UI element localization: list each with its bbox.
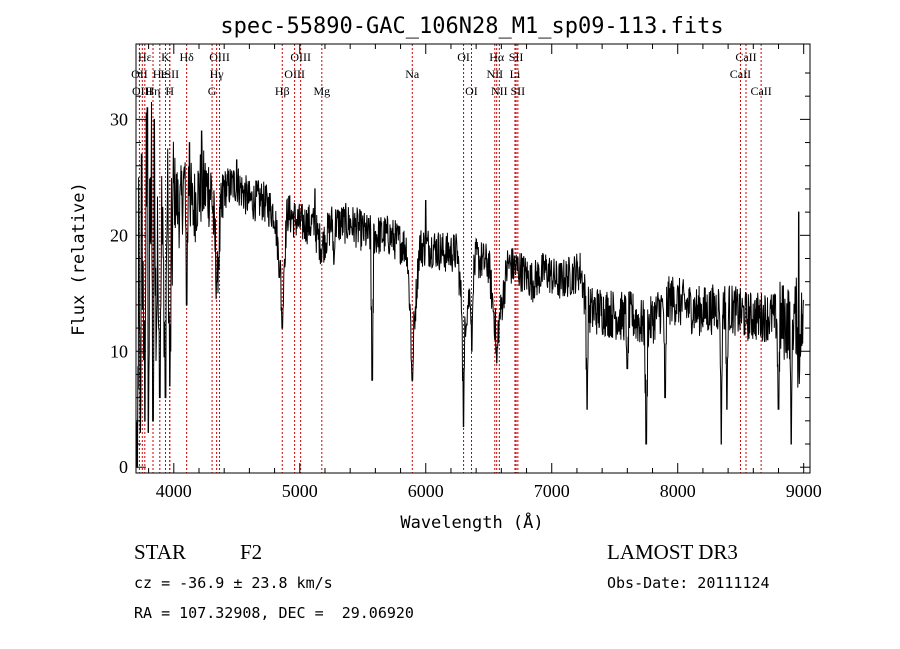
- line-label: OIII: [290, 50, 311, 64]
- observation-date: Obs-Date: 20111124: [607, 574, 770, 592]
- line-label: OII: [131, 67, 148, 81]
- x-tick-label: 9000: [786, 481, 822, 501]
- chart-title: spec-55890-GAC_106N28_M1_sp09-113.fits: [220, 14, 723, 39]
- y-axis-label: Flux (relative): [69, 182, 89, 336]
- line-label: OIII: [209, 50, 230, 64]
- line-label: OI: [457, 50, 470, 64]
- x-tick-label: 8000: [660, 481, 696, 501]
- line-label: OI: [465, 84, 478, 98]
- plot-frame: [135, 43, 811, 474]
- line-label: G: [208, 84, 217, 98]
- line-label: SII: [511, 84, 526, 98]
- line-label: He: [153, 67, 167, 81]
- y-tick-label: 10: [110, 341, 128, 361]
- line-label: CaII: [735, 50, 756, 64]
- line-label: SII: [509, 50, 524, 64]
- line-label: Hα: [489, 50, 505, 64]
- axis-ticks: 4000 5000 6000 7000 8000 9000 0 10 20 30: [110, 44, 822, 501]
- x-tick-label: 7000: [534, 481, 570, 501]
- line-label: K: [161, 50, 170, 64]
- line-label: Li: [510, 67, 521, 81]
- line-label: NII: [491, 84, 508, 98]
- object-subclass: F2: [240, 540, 263, 564]
- line-label: NII: [486, 67, 503, 81]
- spectrum-chart: spec-55890-GAC_106N28_M1_sp09-113.fits H…: [69, 14, 822, 533]
- coordinates: RA = 107.32908, DEC = 29.06920: [134, 604, 414, 622]
- line-label: Hβ: [275, 84, 290, 98]
- line-label: ISII: [160, 67, 179, 81]
- line-label: OIII: [132, 84, 153, 98]
- redshift-velocity: cz = -36.9 ± 23.8 km/s: [134, 574, 333, 592]
- x-tick-label: 5000: [282, 481, 318, 501]
- y-tick-label: 30: [110, 109, 128, 129]
- line-label: Mg: [313, 84, 330, 98]
- line-label: Hδ: [179, 50, 194, 64]
- line-label: Hγ: [210, 67, 225, 81]
- y-tick-label: 0: [119, 457, 128, 477]
- x-tick-label: 4000: [156, 481, 192, 501]
- y-tick-label: 20: [110, 225, 128, 245]
- line-label: CaII: [730, 67, 751, 81]
- spectrum-trace: [135, 101, 804, 468]
- line-label: OIII: [284, 67, 305, 81]
- line-label: Hη: [146, 84, 161, 98]
- survey-name: LAMOST DR3: [607, 540, 738, 564]
- line-label: H: [165, 84, 174, 98]
- x-tick-label: 6000: [408, 481, 444, 501]
- x-axis-label: Wavelength (Å): [400, 511, 543, 533]
- line-label: Hε: [138, 50, 152, 64]
- line-label: CaII: [750, 84, 771, 98]
- object-class: STAR: [134, 540, 186, 564]
- line-label: Na: [405, 67, 420, 81]
